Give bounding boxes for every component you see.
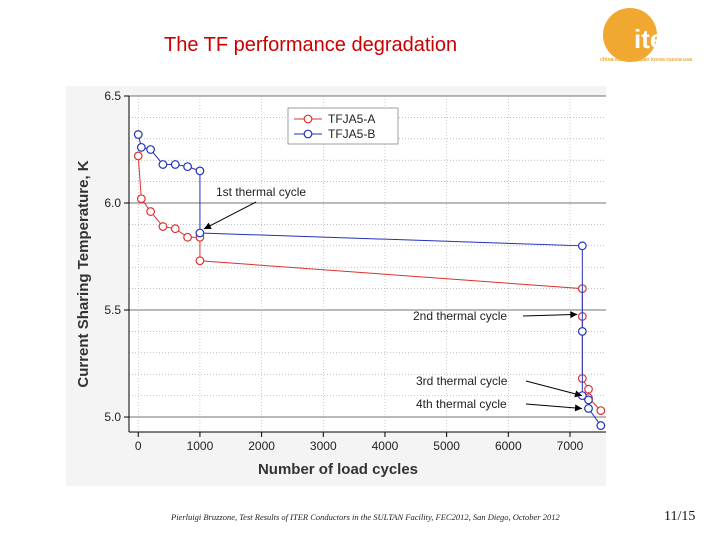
data-point-TFJA5-A bbox=[584, 384, 593, 394]
data-point-TFJA5-A bbox=[146, 207, 155, 216]
y-tick-label: 5.0 bbox=[104, 410, 121, 424]
slide-title: The TF performance degradation bbox=[164, 34, 458, 56]
annotation-arrowhead bbox=[574, 404, 583, 412]
legend-entry-label: TFJA5-B bbox=[328, 127, 375, 141]
annotation-label: 4th thermal cycle bbox=[416, 397, 507, 411]
tcs-chart: 5.0 5.5 6.0 6.5 0 1000 2000 3000 4000 5000 6000 700… bbox=[66, 86, 607, 486]
iter-logo: iter china eu india japan korea russia u… bbox=[600, 8, 692, 63]
annotation-arrowhead bbox=[570, 311, 578, 319]
data-point-TFJA5-B bbox=[146, 145, 155, 154]
x-tick-label: 6000 bbox=[495, 439, 522, 453]
annotation-arrow-line bbox=[525, 403, 583, 409]
plot-area bbox=[129, 96, 607, 432]
data-point-TFJA5-A bbox=[596, 406, 606, 415]
data-point-TFJA5-B bbox=[170, 160, 180, 169]
y-tick-label: 6.0 bbox=[104, 196, 121, 210]
annotation-label: 1st thermal cycle bbox=[216, 185, 306, 199]
data-point-TFJA5-A bbox=[170, 224, 180, 234]
data-point-TFJA5-B bbox=[584, 395, 593, 405]
data-point-TFJA5-B bbox=[133, 130, 143, 139]
data-point-TFJA5-B bbox=[183, 162, 192, 172]
data-point-TFJA5-B bbox=[136, 142, 146, 152]
data-point-TFJA5-A bbox=[158, 222, 168, 231]
x-tick-label: 5000 bbox=[433, 439, 460, 453]
x-tick-label: 3000 bbox=[310, 439, 337, 453]
annotation-arrow-line bbox=[203, 201, 257, 230]
legend-swatch-marker bbox=[303, 114, 313, 124]
data-point-TFJA5-B bbox=[577, 327, 587, 336]
x-tick-label: 1000 bbox=[187, 439, 214, 453]
data-series bbox=[133, 130, 606, 430]
y-tick-label: 6.5 bbox=[104, 89, 121, 103]
data-point-TFJA5-B bbox=[577, 241, 587, 251]
chart-panel: 5.0 5.5 6.0 6.5 0 1000 2000 3000 4000 5000 6000 700… bbox=[66, 86, 607, 486]
x-tick-label: 7000 bbox=[557, 439, 584, 453]
annotation-arrow-line bbox=[522, 313, 578, 317]
y-axis-label: Current Sharing Temperature, K bbox=[75, 160, 92, 387]
annotation-arrowhead bbox=[574, 390, 583, 398]
data-point-TFJA5-B bbox=[195, 228, 205, 238]
x-tick-label: 4000 bbox=[372, 439, 399, 453]
data-point-TFJA5-A bbox=[195, 256, 205, 266]
x-axis-label: Number of load cycles bbox=[258, 461, 418, 478]
annotations: 1st thermal cycle 2nd thermal cycle 3rd th… bbox=[203, 185, 583, 412]
data-point-TFJA5-A bbox=[183, 232, 192, 242]
data-point-TFJA5-A bbox=[136, 194, 146, 204]
x-tick-label: 2000 bbox=[248, 439, 275, 453]
data-point-TFJA5-B bbox=[158, 160, 168, 169]
annotation-arrow-line bbox=[525, 380, 583, 397]
data-point-TFJA5-B bbox=[596, 421, 606, 430]
legend-swatch-marker bbox=[303, 129, 313, 139]
iter-logo-subtitle: china eu india japan korea russia usa bbox=[600, 57, 692, 63]
data-point-TFJA5-B bbox=[195, 166, 205, 176]
legend-entry-label: TFJA5-A bbox=[328, 112, 375, 126]
axes: 5.0 5.5 6.0 6.5 0 1000 2000 3000 4000 5000 6000 700… bbox=[75, 89, 607, 478]
footer-citation: Pierluigi Bruzzone, Test Results of ITER… bbox=[171, 512, 560, 522]
y-tick-label: 5.5 bbox=[104, 303, 121, 317]
iter-logo-sun-icon bbox=[603, 8, 657, 62]
annotation-label: 3rd thermal cycle bbox=[416, 374, 508, 388]
data-point-TFJA5-A bbox=[133, 151, 143, 161]
data-point-TFJA5-B bbox=[584, 404, 593, 413]
annotation-label: 2nd thermal cycle bbox=[413, 309, 507, 323]
page-number: 11/15 bbox=[664, 509, 696, 524]
iter-logo-wordmark: iter bbox=[634, 24, 674, 54]
x-tick-label: 0 bbox=[135, 439, 142, 453]
annotation-arrowhead bbox=[203, 222, 212, 229]
